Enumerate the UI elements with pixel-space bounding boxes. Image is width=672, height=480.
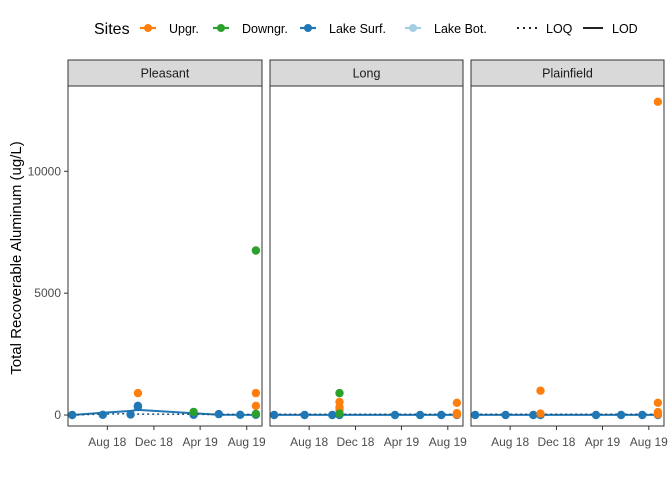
data-point-upgr bbox=[452, 410, 462, 419]
data-point-upgr bbox=[653, 398, 663, 407]
legend-item-label: Lake Bot. bbox=[434, 22, 487, 36]
data-point-lake-surf bbox=[616, 410, 626, 420]
data-point-upgr bbox=[536, 386, 545, 395]
legend-key-point bbox=[217, 24, 225, 32]
data-point-lake-surf bbox=[236, 410, 245, 419]
data-point-lake-surf bbox=[98, 410, 108, 419]
data-point-upgr bbox=[452, 398, 462, 407]
data-point-upgr bbox=[653, 410, 663, 419]
x-tick-label: Aug 18 bbox=[491, 435, 529, 449]
data-point-lake-surf bbox=[300, 410, 309, 420]
data-point-lake-surf bbox=[68, 410, 77, 420]
x-tick-label: Aug 19 bbox=[630, 435, 668, 449]
data-point-lake-surf bbox=[270, 410, 279, 420]
legend-key-point bbox=[144, 24, 152, 32]
data-point-lake-surf bbox=[529, 410, 538, 420]
data-point-lake-surf bbox=[328, 410, 337, 420]
data-point-downgr bbox=[335, 388, 344, 398]
y-tick-label: 5000 bbox=[34, 286, 61, 300]
data-point-lake-surf bbox=[501, 410, 510, 420]
x-tick-label: Aug 18 bbox=[290, 435, 328, 449]
panel-strip bbox=[470, 59, 665, 87]
data-point-lake-surf bbox=[471, 410, 480, 420]
legend-item-label: Lake Surf. bbox=[329, 22, 386, 36]
chart-panels: Pleasant Aug 18 Dec 18 Apr 19 Aug 19 0 5000 100… bbox=[28, 59, 668, 449]
x-tick-label: Apr 19 bbox=[585, 435, 621, 449]
legend-key-point bbox=[304, 24, 312, 32]
data-point-upgr bbox=[653, 97, 663, 107]
x-tick-label: Dec 18 bbox=[135, 435, 173, 449]
y-tick-label: 0 bbox=[54, 408, 61, 422]
data-point-upgr bbox=[133, 388, 143, 398]
legend-key-point bbox=[409, 24, 417, 32]
panel-background bbox=[270, 86, 463, 426]
panel-background bbox=[68, 86, 262, 426]
x-tick-label: Dec 18 bbox=[537, 435, 575, 449]
data-point-downgr bbox=[251, 409, 261, 418]
panel-strip bbox=[67, 59, 263, 87]
panel-border bbox=[470, 85, 665, 427]
data-point-lake-surf bbox=[133, 401, 143, 410]
legend-item-label: LOQ bbox=[546, 22, 573, 36]
data-point-downgr bbox=[251, 246, 261, 255]
x-tick-label: Aug 19 bbox=[228, 435, 266, 449]
x-tick-label: Apr 19 bbox=[182, 435, 218, 449]
data-point-upgr bbox=[251, 388, 261, 398]
panel-border bbox=[67, 85, 263, 427]
panel-title: Pleasant bbox=[141, 67, 190, 81]
panel-strip bbox=[269, 59, 464, 87]
legend-item-label: Upgr. bbox=[169, 22, 199, 36]
data-point-lake-surf bbox=[415, 410, 425, 420]
data-point-lake-surf bbox=[126, 410, 135, 419]
x-tick-label: Aug 19 bbox=[429, 435, 467, 449]
data-point-lake-surf bbox=[390, 410, 400, 420]
panel-border bbox=[269, 85, 464, 427]
panel-pleasant: Pleasant Aug 18 Dec 18 Apr 19 Aug 19 0 5000 100… bbox=[28, 59, 266, 449]
x-tick-label: Dec 18 bbox=[336, 435, 374, 449]
legend-item-label: LOD bbox=[612, 22, 638, 36]
data-point-lake-surf bbox=[638, 410, 647, 420]
x-tick-label: Aug 18 bbox=[88, 435, 126, 449]
data-point-downgr bbox=[335, 409, 344, 418]
data-point-upgr bbox=[536, 409, 545, 418]
series-loq-line bbox=[72, 412, 256, 416]
legend-title: Sites bbox=[94, 21, 130, 38]
data-point-upgr bbox=[251, 401, 261, 410]
panel-long: Long Aug 18 Dec 18 Apr 19 Aug 19 bbox=[269, 59, 467, 449]
panel-plainfield: Plainfield Aug 18 Dec 18 Apr 19 Aug 19 bbox=[470, 59, 668, 449]
panel-background bbox=[471, 86, 664, 426]
y-tick-label: 10000 bbox=[28, 164, 62, 178]
y-axis-label: Total Recoverable Aluminum (ug/L) bbox=[8, 141, 25, 374]
data-point-lake-surf bbox=[214, 409, 223, 419]
panel-title: Plainfield bbox=[542, 67, 593, 81]
data-point-lake-surf bbox=[591, 410, 601, 420]
data-point-lake-surf bbox=[437, 410, 446, 420]
data-point-downgr bbox=[189, 407, 198, 417]
x-tick-label: Apr 19 bbox=[384, 435, 420, 449]
legend: Sites Upgr. Downgr. Lake Surf. Lake Bot. LOQ L… bbox=[94, 21, 638, 38]
legend-item-label: Downgr. bbox=[242, 22, 288, 36]
panel-title: Long bbox=[353, 67, 381, 81]
